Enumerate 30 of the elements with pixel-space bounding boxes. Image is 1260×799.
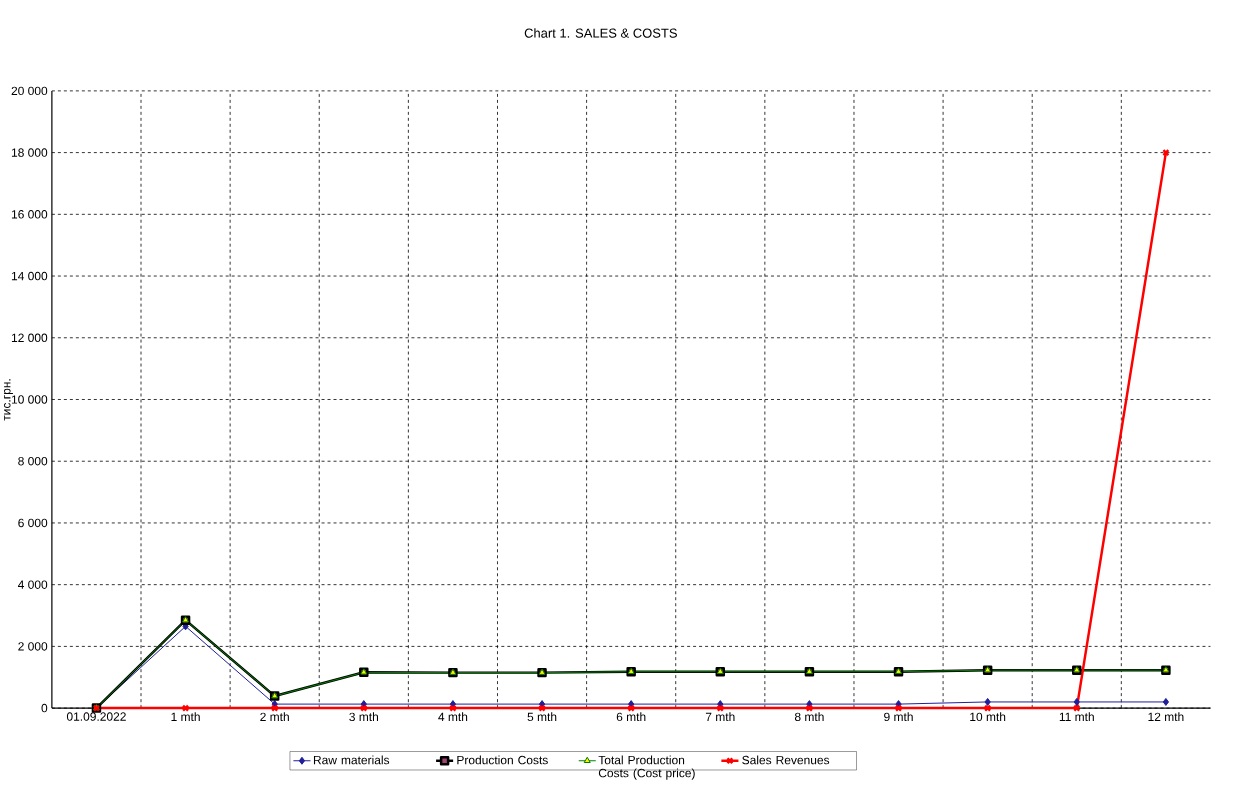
legend-label: Production Costs bbox=[457, 755, 548, 765]
y-tick-label: 0 bbox=[41, 703, 48, 713]
x-tick-label: 2 mth bbox=[260, 712, 289, 722]
x-tick-label: 5 mth bbox=[527, 712, 557, 722]
y-tick-label: 16 000 bbox=[11, 210, 48, 219]
x-tick-label: 12 mth bbox=[1148, 712, 1184, 722]
x-tick-label: 1 mth bbox=[171, 712, 200, 722]
x-tick-label: 3 mth bbox=[349, 712, 379, 722]
y-tick-label: 20 000 bbox=[11, 86, 48, 96]
x-tick-label: 8 mth bbox=[794, 712, 824, 722]
legend-label: Raw materials bbox=[313, 755, 390, 765]
x-tick-label: 11 mth bbox=[1059, 712, 1094, 722]
y-tick-label: 2 000 bbox=[18, 642, 48, 651]
legend-label: Total Production Costs (Cost price) bbox=[598, 755, 695, 780]
chart-title: Chart 1. SALES & COSTS bbox=[524, 28, 677, 38]
x-tick-label: 01.09.2022 bbox=[66, 712, 126, 721]
y-tick-label: 14 000 bbox=[11, 271, 48, 281]
x-tick-label: 10 mth bbox=[970, 712, 1006, 722]
x-tick-label: 6 mth bbox=[616, 712, 646, 722]
legend-label: Sales Revenues bbox=[742, 755, 830, 765]
y-tick-label: 6 000 bbox=[18, 518, 48, 528]
y-axis-title: тис.грн. bbox=[4, 379, 13, 421]
y-tick-label: 12 000 bbox=[11, 333, 48, 343]
x-tick-label: 9 mth bbox=[884, 712, 913, 722]
y-tick-label: 4 000 bbox=[17, 580, 48, 589]
x-tick-label: 4 mth bbox=[438, 712, 468, 722]
y-tick-label: 10 000 bbox=[11, 395, 48, 404]
x-tick-label: 7 mth bbox=[705, 712, 735, 722]
y-tick-label: 8 000 bbox=[18, 456, 48, 466]
y-tick-label: 18 000 bbox=[11, 148, 48, 157]
